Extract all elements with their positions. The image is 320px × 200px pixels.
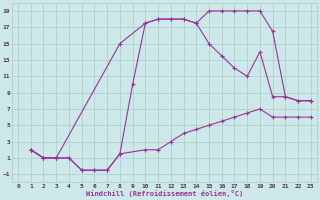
- X-axis label: Windchill (Refroidissement éolien,°C): Windchill (Refroidissement éolien,°C): [86, 190, 243, 197]
